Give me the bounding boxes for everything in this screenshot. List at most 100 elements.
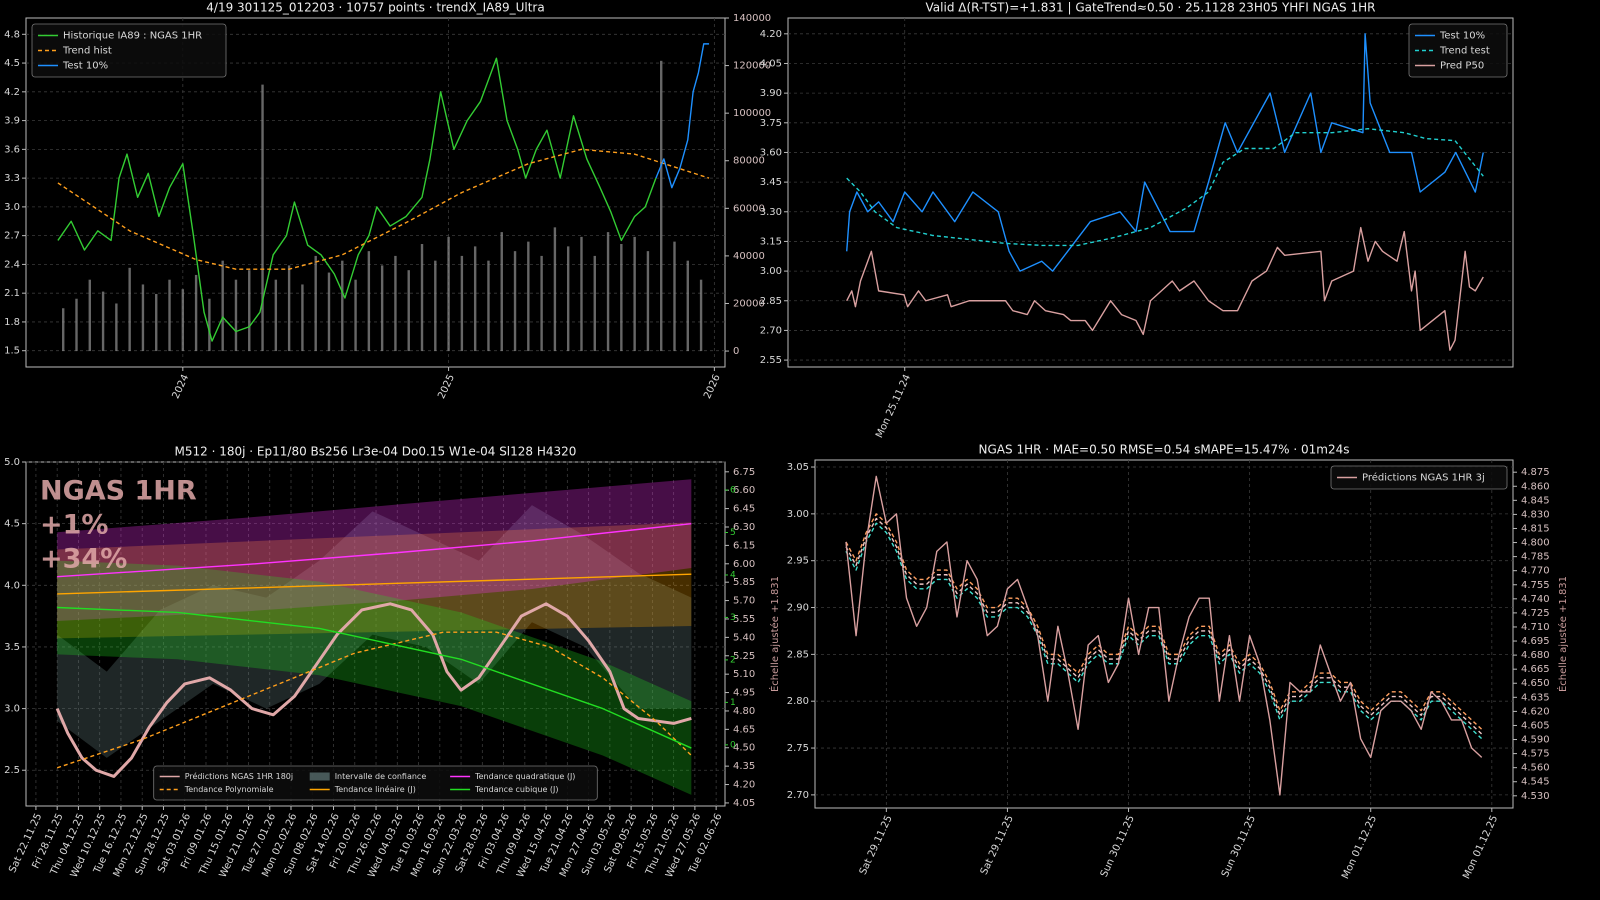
chart-title: 4/19 301125_012203 · 10757 points · tren…	[206, 1, 544, 15]
y2-tick-label: 40000	[733, 251, 765, 262]
legend-label: Tendance quadratique (J)	[474, 772, 575, 781]
y2-tick-label: 60000	[733, 203, 765, 214]
series-line	[655, 43, 710, 189]
volume-bar	[75, 298, 78, 352]
legend-label: Historique IA89 : NGAS 1HR	[63, 31, 202, 42]
y2-tick-label: 6.15	[733, 540, 755, 551]
plot-frame	[814, 459, 1514, 809]
volume-bar	[101, 291, 105, 352]
chart-title: Valid Δ(R-TST)=+1.831 | GateTrend≈0.50 ·…	[926, 1, 1376, 15]
volume-bar	[194, 274, 198, 352]
y-tick-label: 4.05	[760, 58, 782, 69]
plot-frame	[25, 461, 726, 807]
y-tick-label: 3.60	[760, 147, 782, 158]
y-tick-label: 4.5	[4, 58, 20, 69]
y-tick-label: 4.20	[760, 29, 782, 40]
y2-tick-label: 4.710	[1521, 622, 1550, 633]
y-tick-label: 4.5	[4, 519, 20, 530]
volume-bar	[460, 255, 464, 352]
legend-label: Test 10%	[62, 61, 108, 72]
y-tick-label: 2.75	[787, 743, 809, 754]
chart-title: NGAS 1HR · MAE=0.50 RMSE=0.54 sMAPE=15.4…	[979, 443, 1350, 457]
y-tick-label: 3.30	[760, 207, 782, 218]
y2-tick-label: 4.65	[733, 724, 755, 735]
y-tick-label: 2.80	[787, 696, 809, 707]
series-line	[57, 606, 692, 749]
y2-tick-label: 4.815	[1521, 523, 1550, 534]
y-tick-label: 3.05	[787, 462, 809, 473]
y-tick-label: 4.0	[4, 580, 20, 591]
legend-box	[31, 23, 227, 78]
series-line	[845, 475, 1483, 796]
y2-tick-label: 5.10	[733, 669, 755, 680]
y-tick-label: 2.85	[787, 649, 809, 660]
y-tick-label: 3.0	[4, 704, 20, 715]
volume-bar	[580, 236, 583, 352]
y-tick-label: 3.9	[4, 116, 20, 127]
y-tick-label: 2.85	[760, 296, 782, 307]
y-tick-label: 3.00	[760, 266, 782, 277]
volume-bar	[181, 289, 185, 352]
y2-tick-label: 4.620	[1521, 706, 1550, 717]
y2-tick-label: 5.25	[733, 651, 755, 662]
volume-bar	[686, 260, 689, 352]
y-tick-label: 2.1	[4, 288, 20, 299]
y-tick-label: 5.0	[4, 457, 20, 468]
y2-tick-label: 4.80	[733, 706, 755, 717]
volume-bar	[394, 255, 397, 352]
volume-bar	[673, 241, 676, 352]
y-tick-label: 3.3	[4, 173, 20, 184]
y2-tick-label: 5.70	[733, 596, 755, 607]
annotation: +1%	[40, 510, 108, 541]
volume-bar	[407, 270, 410, 352]
volume-bar	[620, 244, 623, 352]
confidence-band	[57, 560, 692, 795]
y2-tick-label: 4.770	[1521, 566, 1550, 577]
volume-bar	[367, 251, 371, 352]
legend-box	[1330, 465, 1508, 490]
y2-axis-label: Échelle ajustée +1.831	[1556, 576, 1569, 692]
y2-tick-label: 5.85	[733, 577, 755, 588]
y2-tick-label: 4.20	[733, 780, 755, 791]
legend-label: Test 10%	[1439, 31, 1485, 42]
y2-tick-label: 6.00	[733, 559, 755, 570]
y-tick-label: 2.70	[760, 325, 782, 336]
y-tick-label: 4.2	[4, 87, 20, 98]
y2-tick-label: 4.50	[733, 743, 755, 754]
volume-bar	[606, 232, 610, 352]
volume-bar	[128, 267, 131, 352]
y2-tick-label: 6.75	[733, 467, 755, 478]
y-tick-label: 2.7	[4, 231, 20, 242]
volume-bar	[646, 251, 650, 352]
y2-tick-label: 80000	[733, 156, 765, 167]
volume-bar	[234, 279, 238, 352]
volume-bar	[261, 84, 264, 352]
series-line	[846, 128, 1484, 247]
y-tick-label: 2.4	[4, 259, 20, 270]
volume-bar	[221, 260, 224, 352]
legend-label: Pred P50	[1440, 61, 1484, 72]
y2-tick-label: 4.740	[1521, 594, 1550, 605]
series-line	[845, 513, 1483, 730]
y-tick-label: 2.5	[4, 765, 20, 776]
legend-swatch	[309, 772, 330, 781]
volume-bar	[354, 279, 357, 352]
y-tick-label: 3.75	[760, 118, 782, 129]
volume-bar	[141, 284, 145, 352]
chart-title: M512 · 180j · Ep11/80 Bs256 Lr3e-04 Do0.…	[175, 445, 577, 459]
legend-label: Prédictions NGAS 1HR 3j	[1362, 472, 1485, 484]
y2-tick-label: 4.05	[733, 798, 755, 809]
y2-tick-label: 4.605	[1521, 720, 1550, 731]
volume-bar	[660, 60, 663, 352]
y3-tick-label: 1	[730, 698, 736, 708]
y2-tick-label: 4.575	[1521, 749, 1550, 760]
volume-bar	[62, 308, 65, 352]
y3-tick-label: 0	[730, 740, 736, 750]
y2-tick-label: 120000	[733, 61, 771, 72]
volume-bar	[513, 251, 517, 352]
y2-tick-label: 4.665	[1521, 664, 1550, 675]
y2-tick-label: 4.845	[1521, 495, 1550, 506]
y-tick-label: 2.95	[787, 556, 809, 567]
legend-label: Trend hist	[62, 46, 112, 57]
